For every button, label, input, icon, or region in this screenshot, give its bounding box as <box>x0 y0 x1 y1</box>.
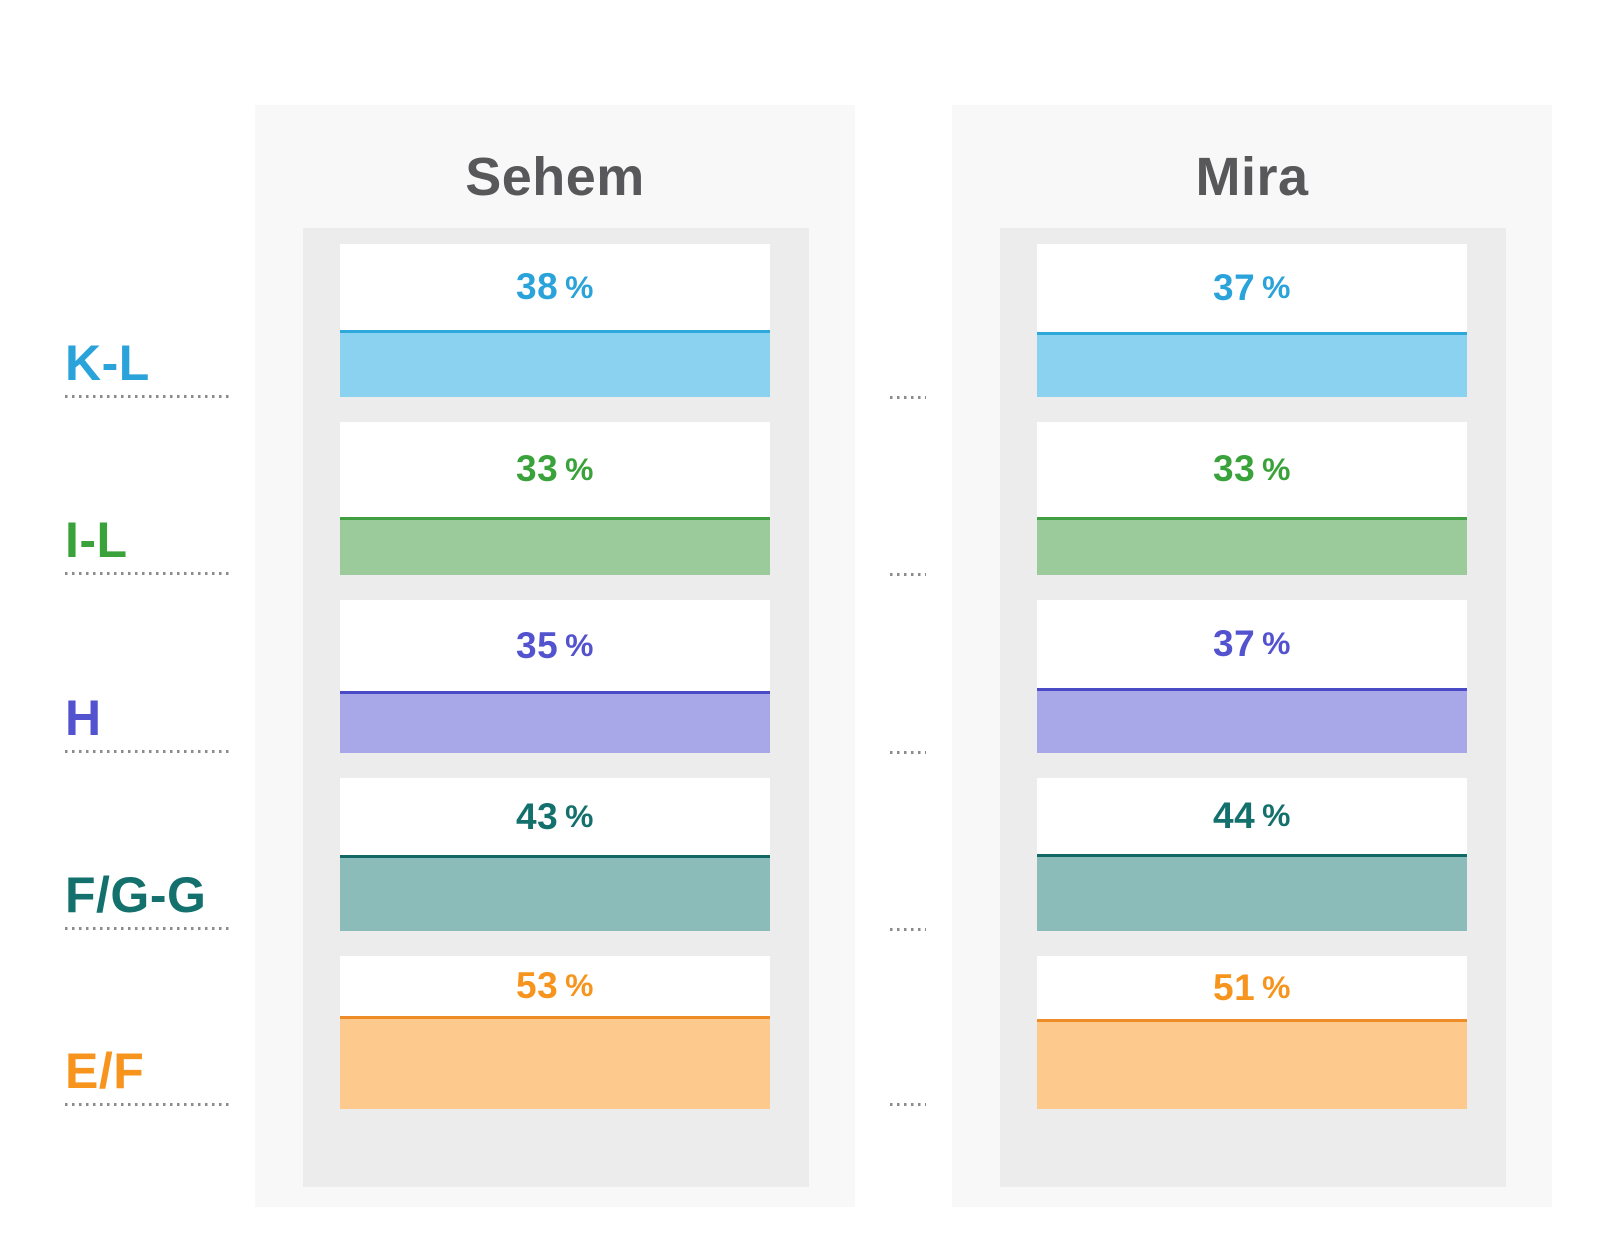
bar-card: 53% <box>340 956 770 1109</box>
bar-fill <box>340 1015 770 1109</box>
bar-fill <box>340 691 770 753</box>
percent-sign: % <box>1262 797 1291 834</box>
dotted-leader-gap <box>890 1103 926 1106</box>
bar-card: 33% <box>340 422 770 575</box>
bar-value: 53% <box>516 964 594 1006</box>
bar-card: 44% <box>1037 778 1467 931</box>
bar-card: 43% <box>340 778 770 931</box>
panel-sehem: Sehem 38% 33% 35% 43% 53% <box>255 105 855 1207</box>
bar-fill <box>1037 687 1467 753</box>
percent-sign: % <box>1262 625 1291 662</box>
bar-card: 37% <box>1037 244 1467 397</box>
bar-value: 35% <box>516 624 594 666</box>
bar-card: 38% <box>340 244 770 397</box>
bar-value: 33% <box>516 448 594 490</box>
dotted-leader <box>65 572 231 575</box>
bar-value: 44% <box>1213 794 1291 836</box>
panel-title-mira: Mira <box>1195 147 1309 207</box>
bar-value: 37% <box>1213 266 1291 308</box>
dotted-leader-gap <box>890 573 926 576</box>
percent-sign: % <box>1262 969 1291 1006</box>
panel-inner-sehem: 38% 33% 35% 43% 53% <box>303 228 809 1187</box>
bar-value: 33% <box>1213 448 1291 490</box>
dotted-leader <box>65 1103 231 1106</box>
bar-value: 51% <box>1213 966 1291 1008</box>
panel-title-sehem: Sehem <box>465 147 645 207</box>
bar-fill <box>340 330 770 397</box>
bar-fill <box>1037 1019 1467 1109</box>
percent-sign: % <box>1262 269 1291 306</box>
percent-sign: % <box>565 450 594 487</box>
panel-mira: Mira 37% 33% 37% 44% 51% <box>952 105 1552 1207</box>
row-label-ef: E/F <box>65 1043 145 1099</box>
row-label-h: H <box>65 690 102 746</box>
bar-value: 37% <box>1213 622 1291 664</box>
dotted-leader-gap <box>890 928 926 931</box>
percent-sign: % <box>565 627 594 664</box>
bar-value: 43% <box>516 795 594 837</box>
bar-fill <box>340 855 770 931</box>
bar-card: 37% <box>1037 600 1467 753</box>
percent-sign: % <box>565 967 594 1004</box>
dotted-leader-gap <box>890 396 926 399</box>
dotted-leader <box>65 927 231 930</box>
row-label-fgg: F/G-G <box>65 867 207 923</box>
row-label-il: I-L <box>65 512 128 568</box>
bar-fill <box>1037 331 1467 397</box>
percent-sign: % <box>565 798 594 835</box>
dotted-leader <box>65 750 231 753</box>
bar-fill <box>1037 853 1467 931</box>
bar-card: 51% <box>1037 956 1467 1109</box>
bar-card: 33% <box>1037 422 1467 575</box>
bar-value: 38% <box>516 266 594 308</box>
bar-card: 35% <box>340 600 770 753</box>
bar-fill <box>1037 516 1467 575</box>
percent-sign: % <box>1262 450 1291 487</box>
dotted-leader <box>65 395 231 398</box>
bar-fill <box>340 516 770 575</box>
dotted-leader-gap <box>890 751 926 754</box>
panel-inner-mira: 37% 33% 37% 44% 51% <box>1000 228 1506 1187</box>
row-label-kl: K-L <box>65 335 150 391</box>
percent-sign: % <box>565 268 594 305</box>
